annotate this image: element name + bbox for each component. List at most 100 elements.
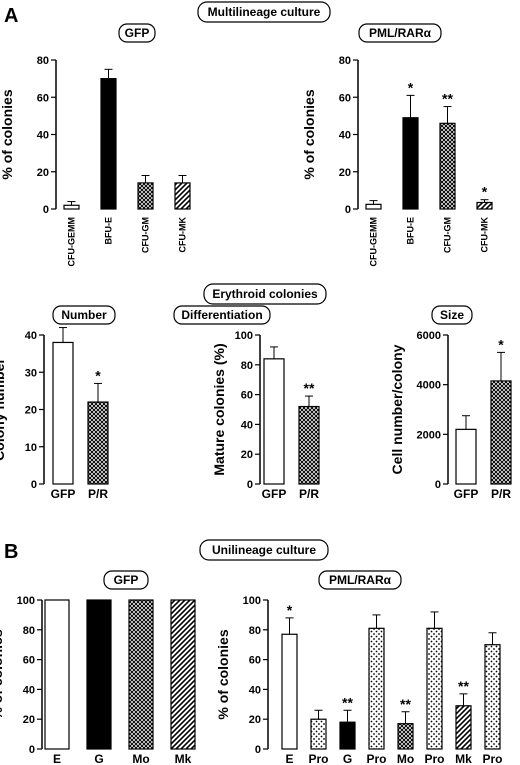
y-tick-label: 0 [255,744,261,756]
y-tick-label: 80 [339,55,351,67]
category-label: P/R [299,487,319,501]
y-tick-label: 40 [37,130,49,142]
bar [63,204,80,210]
significance-label: ** [458,678,469,694]
category-label: E [53,752,61,765]
y-tick-label: 40 [25,330,37,342]
y-axis-title: % of colonies [0,89,15,179]
unilineage-header: Unilineage culture [199,539,329,561]
bar [490,380,512,485]
bar [402,117,419,210]
y-tick-label: 80 [37,55,49,67]
significance-label: * [287,602,293,618]
chart-title: Differentiation [181,308,262,322]
bar [439,122,456,210]
bar [426,627,443,750]
chart-title-pill: GFP [103,570,149,590]
category-label: Mk [455,752,472,765]
bar [365,203,382,210]
y-axis-title: % of colonies [215,629,231,719]
significance-label: * [498,336,504,352]
bar [128,599,154,750]
category-label: CFU-GEMM [369,217,379,267]
chart-title-pill: Size [431,305,473,325]
erythroid-header: Erythroid colonies [203,283,327,305]
chart-multi_pml: PML/RARα 0 20 40 60 80 % of colonies CFU-GEMM * B… [301,23,493,267]
y-tick-label: 60 [23,655,35,667]
y-tick-label: 40 [249,684,261,696]
multilineage-header-text: Multilineage culture [208,5,321,19]
y-tick-label: 80 [241,360,253,372]
y-tick-label: 20 [23,714,35,726]
bar [310,718,327,750]
significance-label: * [408,79,414,95]
chart-title: GFP [125,26,150,40]
category-label: G [343,752,352,765]
unilineage-header-text: Unilineage culture [212,543,316,557]
chart-uni_gfp: GFP 0 20 40 60 80 100 % of colonies E G Mo Mk [0,570,196,765]
erythroid-header-text: Erythroid colonies [212,287,318,301]
y-tick-label: 20 [249,714,261,726]
y-tick-label: 0 [345,204,351,216]
category-label: BFU-E [406,217,416,245]
y-tick-label: 60 [37,92,49,104]
bar [476,201,493,210]
chart-ery_number: Number 0 10 20 30 40 Colony number GFP * P/R [0,305,116,501]
bar [86,599,112,750]
category-label: CFU-GM [443,217,453,253]
category-label: P/R [491,487,511,501]
chart-title: GFP [114,573,139,587]
y-tick-label: 40 [23,684,35,696]
y-tick-label: 40 [339,130,351,142]
category-label: E [285,752,293,765]
bar [87,401,109,485]
chart-uni_pml: PML/RARα 0 20 40 60 80 100 % of colonies * E Pro **… [215,570,503,765]
category-label: Pro [308,752,328,765]
significance-label: * [482,184,488,200]
bar [397,723,414,750]
y-axis-title: Colony number [0,358,7,461]
chart-title: PML/RARα [329,573,392,587]
chart-title: Number [61,308,107,322]
category-label: Mo [397,752,414,765]
y-tick-label: 30 [25,367,37,379]
chart-title-pill: Differentiation [173,305,271,325]
y-tick-label: 20 [25,405,37,417]
category-label: Pro [424,752,444,765]
significance-label: ** [400,696,411,712]
y-tick-label: 4000 [417,380,441,392]
category-label: CFU-GEMM [67,217,77,267]
y-tick-label: 20 [339,167,351,179]
y-tick-label: 100 [17,595,35,607]
y-tick-label: 20 [241,449,253,461]
y-tick-label: 0 [31,479,37,491]
y-tick-label: 0 [247,479,253,491]
category-label: Mk [175,752,192,765]
chart-title-pill: PML/RARα [318,570,402,590]
y-tick-label: 60 [249,655,261,667]
panel-b-label: B [4,541,18,563]
y-axis-title: Mature colonies (%) [211,343,227,475]
multilineage-header: Multilineage culture [197,1,331,23]
bar [368,627,385,750]
chart-title-pill: PML/RARα [358,23,442,43]
chart-multi_gfp: GFP 0 20 40 60 80 % of colonies CFU-GEMM BFU-E CF… [0,23,191,267]
significance-label: ** [342,694,353,710]
category-label: Pro [366,752,386,765]
y-axis-title: Cell number/colony [389,344,405,474]
y-tick-label: 60 [241,390,253,402]
y-axis-title: % of colonies [0,629,5,719]
charts: GFP 0 20 40 60 80 % of colonies CFU-GEMM BFU-E CF… [0,23,512,765]
y-tick-label: 6000 [417,330,441,342]
category-label: GFP [454,487,479,501]
y-tick-label: 2000 [417,429,441,441]
category-label: CFU-MK [178,217,188,253]
y-tick-label: 60 [339,92,351,104]
y-tick-label: 40 [241,419,253,431]
bar [174,182,191,210]
bar [137,182,154,210]
panel-a-label: A [4,5,18,27]
chart-title-pill: GFP [118,23,156,43]
y-tick-label: 10 [25,442,37,454]
